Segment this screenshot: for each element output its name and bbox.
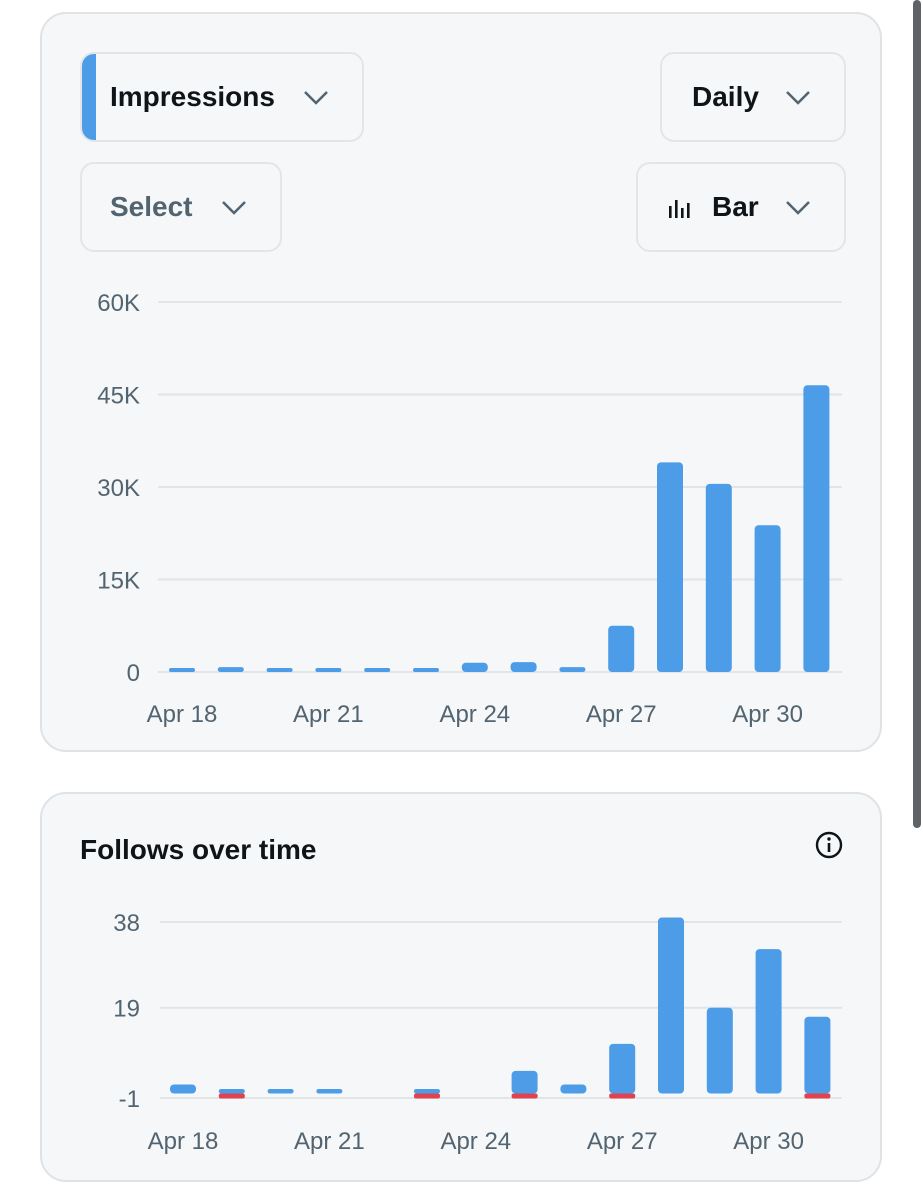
x-tick-label: Apr 30 xyxy=(732,701,803,728)
scrollbar[interactable] xyxy=(913,0,921,828)
y-tick-label: 19 xyxy=(113,996,140,1023)
chart-type-dropdown[interactable]: Bar xyxy=(636,162,846,252)
x-tick-label: Apr 24 xyxy=(439,701,510,728)
bar xyxy=(804,1016,831,1094)
bar xyxy=(266,668,293,672)
bar xyxy=(267,1088,294,1094)
y-tick-label: 45K xyxy=(97,383,140,410)
negative-bar xyxy=(414,1093,440,1099)
x-tick-label: Apr 24 xyxy=(440,1128,511,1155)
metric-dropdown-label: Impressions xyxy=(110,81,275,112)
y-tick-label: 0 xyxy=(127,660,140,687)
info-icon[interactable] xyxy=(814,830,844,860)
negative-bar xyxy=(609,1093,636,1099)
compare-dropdown[interactable]: Select xyxy=(80,162,282,252)
x-tick-label: Apr 18 xyxy=(147,701,218,728)
x-tick-label: Apr 30 xyxy=(733,1128,804,1155)
bar xyxy=(217,667,244,672)
bar xyxy=(218,1088,245,1094)
chart-type-dropdown-label: Bar xyxy=(712,191,759,222)
bar xyxy=(316,1088,343,1094)
x-tick-label: Apr 27 xyxy=(587,1128,658,1155)
x-tick-label: Apr 27 xyxy=(586,701,657,728)
bar xyxy=(755,949,782,1094)
period-dropdown-label: Daily xyxy=(692,81,759,112)
follows-card-title: Follows over time xyxy=(80,834,317,865)
negative-bar xyxy=(511,1093,538,1099)
follows-card: Follows over time -1 19 38 Apr 18 Apr 21 Apr … xyxy=(40,792,882,1182)
chevron-down-icon xyxy=(784,88,812,106)
y-tick-label: 30K xyxy=(97,475,140,502)
follows-bar-chart: -1 19 38 Apr 18 Apr 21 Apr 24 Apr 27 Apr 30 xyxy=(113,910,842,1155)
bar xyxy=(315,668,342,672)
metric-dropdown[interactable]: Impressions xyxy=(80,52,364,142)
y-tick-label: -1 xyxy=(119,1086,140,1113)
bar xyxy=(413,668,439,672)
bar xyxy=(705,483,732,672)
impressions-bar-chart: 0 15K 30K 45K 60K Apr 18 Apr 21 Apr 24 Apr 27 Apr… xyxy=(97,290,842,728)
metric-accent-bar xyxy=(82,54,96,140)
bar xyxy=(559,667,586,672)
y-tick-label: 15K xyxy=(97,568,140,595)
bar xyxy=(414,1088,440,1094)
chevron-down-icon xyxy=(302,88,330,106)
bar xyxy=(754,525,781,672)
bar xyxy=(461,662,488,672)
bar xyxy=(364,668,391,672)
bar xyxy=(609,1043,636,1094)
chevron-down-icon xyxy=(784,198,812,216)
y-tick-label: 38 xyxy=(113,910,140,937)
y-tick-label: 60K xyxy=(97,290,140,317)
bar xyxy=(657,462,683,672)
impressions-card: Impressions Daily Select Bar 0 15K xyxy=(40,12,882,752)
bar xyxy=(608,625,635,672)
x-tick-label: Apr 18 xyxy=(148,1128,219,1155)
bar xyxy=(511,1070,538,1094)
bar-chart-icon xyxy=(668,196,692,218)
period-dropdown[interactable]: Daily xyxy=(660,52,846,142)
bar xyxy=(169,668,195,672)
compare-dropdown-label: Select xyxy=(110,191,193,222)
chevron-down-icon xyxy=(220,198,248,216)
bar xyxy=(560,1084,587,1094)
x-tick-label: Apr 21 xyxy=(294,1128,365,1155)
bar xyxy=(803,385,830,672)
x-tick-label: Apr 21 xyxy=(293,701,364,728)
bar xyxy=(510,662,537,672)
bar xyxy=(658,917,684,1094)
bar xyxy=(170,1084,196,1094)
negative-bar xyxy=(218,1093,245,1099)
bar xyxy=(706,1007,733,1094)
negative-bar xyxy=(804,1093,831,1099)
